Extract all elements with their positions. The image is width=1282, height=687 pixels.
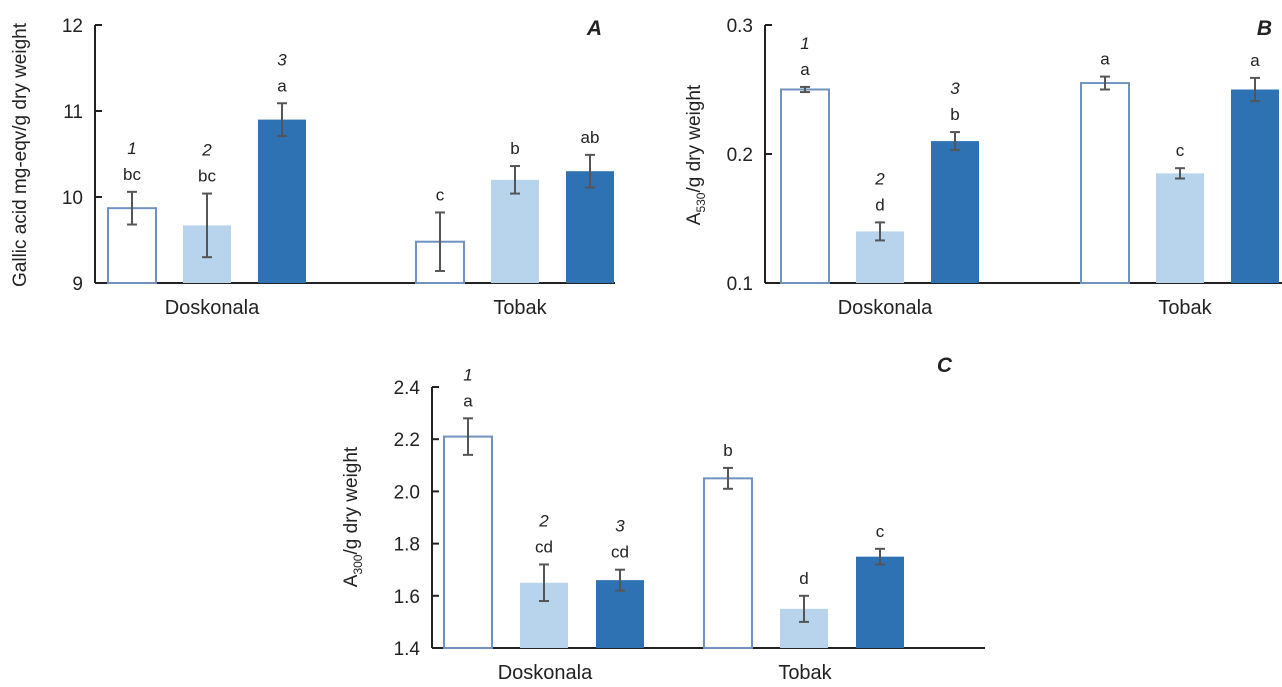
category-label: Tobak xyxy=(493,297,547,319)
significance-letter: bc xyxy=(198,167,216,186)
y-tick-label: 1.4 xyxy=(394,639,421,660)
panel-label: C xyxy=(937,354,953,377)
y-tick-label: 0.1 xyxy=(727,274,753,295)
bar xyxy=(780,88,830,284)
significance-letter: d xyxy=(875,195,884,214)
bar xyxy=(856,556,904,648)
significance-letter: a xyxy=(800,60,810,79)
treatment-number: 2 xyxy=(538,511,549,530)
significance-letter: bc xyxy=(123,165,141,184)
significance-letter: b xyxy=(510,139,519,158)
significance-letter: c xyxy=(876,522,885,541)
significance-letter: a xyxy=(1250,51,1260,70)
bar xyxy=(1231,89,1279,283)
y-tick-label: 2.2 xyxy=(394,430,420,451)
y-tick-label: 1.6 xyxy=(394,587,420,608)
treatment-number: 3 xyxy=(615,517,625,536)
category-label: Tobak xyxy=(1158,297,1212,319)
significance-letter: b xyxy=(723,441,732,460)
y-tick-label: 10 xyxy=(62,188,83,209)
treatment-number: 1 xyxy=(463,365,472,384)
y-tick-label: 9 xyxy=(72,274,83,295)
bar xyxy=(703,477,753,649)
y-axis-label: A300/g dry weight xyxy=(341,446,365,587)
treatment-number: 2 xyxy=(201,141,212,160)
y-axis-label: Gallic acid mg-eqv/g dry weight xyxy=(10,22,31,287)
category-label: Doskonala xyxy=(838,297,933,319)
y-tick-label: 0.3 xyxy=(727,16,753,37)
y-tick-label: 1.8 xyxy=(394,535,420,556)
bar xyxy=(1156,173,1204,283)
treatment-number: 3 xyxy=(277,50,287,69)
y-tick-label: 11 xyxy=(63,102,83,123)
significance-letter: b xyxy=(950,105,959,124)
bar xyxy=(258,119,306,283)
significance-letter: d xyxy=(799,569,808,588)
y-tick-label: 2.4 xyxy=(394,378,421,399)
significance-letter: cd xyxy=(611,543,629,562)
bar xyxy=(931,141,979,283)
treatment-number: 1 xyxy=(800,34,809,53)
significance-letter: a xyxy=(1100,50,1110,69)
significance-letter: c xyxy=(436,185,445,204)
y-tick-label: 12 xyxy=(62,16,83,37)
category-label: Doskonala xyxy=(498,662,593,684)
treatment-number: 2 xyxy=(874,169,885,188)
panel-label: A xyxy=(586,17,602,40)
bar xyxy=(443,435,493,649)
bar xyxy=(1080,82,1130,284)
significance-letter: cd xyxy=(535,537,553,556)
significance-letter: a xyxy=(277,76,287,95)
panel-label: B xyxy=(1257,17,1272,40)
significance-letter: a xyxy=(463,391,473,410)
bar xyxy=(566,171,614,283)
y-tick-label: 2.0 xyxy=(394,482,420,503)
y-axis-label: A530/g dry weight xyxy=(684,84,708,225)
y-tick-label: 0.2 xyxy=(727,145,753,166)
significance-letter: c xyxy=(1176,141,1185,160)
category-label: Doskonala xyxy=(165,297,260,319)
significance-letter: ab xyxy=(581,128,600,147)
bar xyxy=(491,179,539,283)
chart-panel-b: 0.1 0.2 0.3 A530/g dry weight B Doskonala Toba… xyxy=(684,16,1282,319)
category-label: Tobak xyxy=(778,662,832,684)
treatment-number: 3 xyxy=(950,79,960,98)
chart-panel-c: 1.4 1.6 1.8 2.0 2.2 2.4 A300/g dry weight C Dosk… xyxy=(341,354,985,684)
treatment-number: 1 xyxy=(127,139,136,158)
